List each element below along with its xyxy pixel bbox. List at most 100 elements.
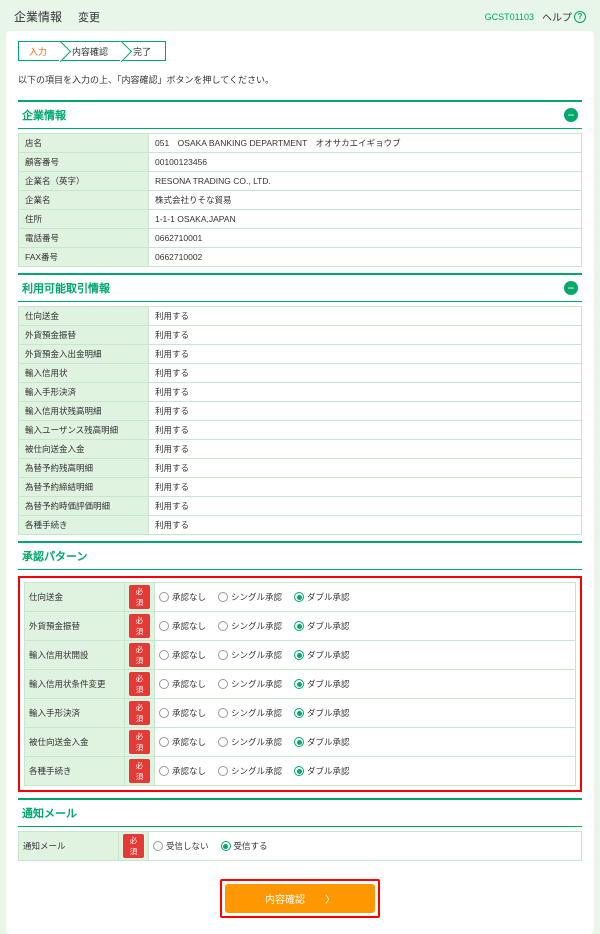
radio-option[interactable]: 承認なし xyxy=(159,620,206,632)
field-label: 顧客番号 xyxy=(19,153,149,172)
field-value: 00100123456 xyxy=(149,153,582,172)
radio-label: シングル承認 xyxy=(231,736,282,748)
radio-icon xyxy=(218,737,228,747)
radio-label: シングル承認 xyxy=(231,707,282,719)
radio-icon xyxy=(294,621,304,631)
step-input: 入力 xyxy=(18,41,61,61)
required-badge-cell: 必須 xyxy=(125,612,155,641)
radio-option[interactable]: 承認なし xyxy=(159,736,206,748)
field-label: 外貨預金振替 xyxy=(19,326,149,345)
confirm-button[interactable]: 内容確認 〉 xyxy=(225,884,375,913)
collapse-icon[interactable]: − xyxy=(564,281,578,295)
radio-option[interactable]: シングル承認 xyxy=(218,707,282,719)
page-title: 企業情報 xyxy=(14,8,62,25)
radio-label: 承認なし xyxy=(172,649,206,661)
pattern-label: 輸入信用状条件変更 xyxy=(25,670,125,699)
field-label: 住所 xyxy=(19,210,149,229)
field-value: 利用する xyxy=(149,345,582,364)
field-label: 外貨預金入出金明細 xyxy=(19,345,149,364)
field-label: 電話番号 xyxy=(19,229,149,248)
section-mail-header: 通知メール xyxy=(18,798,582,827)
radio-icon xyxy=(159,679,169,689)
radio-option[interactable]: ダブル承認 xyxy=(294,736,350,748)
company-table: 店名051 OSAKA BANKING DEPARTMENT オオサカエイギョウ… xyxy=(18,133,582,267)
radio-option[interactable]: シングル承認 xyxy=(218,591,282,603)
radio-icon xyxy=(159,737,169,747)
radio-icon xyxy=(159,621,169,631)
required-badge: 必須 xyxy=(129,672,150,696)
radio-option[interactable]: シングル承認 xyxy=(218,765,282,777)
radio-option[interactable]: 承認なし xyxy=(159,765,206,777)
field-value: 0662710001 xyxy=(149,229,582,248)
radio-label: ダブル承認 xyxy=(307,591,350,603)
submit-highlight-box: 内容確認 〉 xyxy=(220,879,380,918)
radio-icon xyxy=(218,708,228,718)
radio-option[interactable]: 承認なし xyxy=(159,707,206,719)
radio-label: ダブル承認 xyxy=(307,620,350,632)
intro-text: 以下の項目を入力の上、「内容確認」ボタンを押してください。 xyxy=(18,73,582,86)
radio-label: シングル承認 xyxy=(231,620,282,632)
radio-label: ダブル承認 xyxy=(307,649,350,661)
field-value: 051 OSAKA BANKING DEPARTMENT オオサカエイギョウブ xyxy=(149,134,582,153)
radio-icon xyxy=(294,592,304,602)
radio-label: ダブル承認 xyxy=(307,707,350,719)
radio-option[interactable]: ダブル承認 xyxy=(294,707,350,719)
mail-options: 受信しない受信する xyxy=(149,832,582,861)
radio-option[interactable]: ダブル承認 xyxy=(294,678,350,690)
radio-option[interactable]: シングル承認 xyxy=(218,649,282,661)
field-label: 企業名（英字） xyxy=(19,172,149,191)
field-label: 輸入手形決済 xyxy=(19,383,149,402)
help-label: ヘルプ xyxy=(542,9,572,24)
pattern-options: 承認なし シングル承認 ダブル承認 xyxy=(155,612,576,641)
radio-option[interactable]: 承認なし xyxy=(159,678,206,690)
radio-option[interactable]: 承認なし xyxy=(159,591,206,603)
radio-option[interactable]: ダブル承認 xyxy=(294,765,350,777)
radio-label: シングル承認 xyxy=(231,678,282,690)
radio-option[interactable]: シングル承認 xyxy=(218,620,282,632)
radio-option[interactable]: 受信しない xyxy=(153,840,209,852)
radio-label: 受信しない xyxy=(166,840,209,852)
radio-option[interactable]: 承認なし xyxy=(159,649,206,661)
field-label: 為替予約締結明細 xyxy=(19,478,149,497)
radio-option[interactable]: ダブル承認 xyxy=(294,591,350,603)
field-label: 企業名 xyxy=(19,191,149,210)
radio-label: 承認なし xyxy=(172,678,206,690)
page-subtitle: 変更 xyxy=(78,9,100,25)
radio-label: ダブル承認 xyxy=(307,678,350,690)
pattern-options: 承認なし シングル承認 ダブル承認 xyxy=(155,699,576,728)
required-badge-cell: 必須 xyxy=(119,832,149,861)
radio-icon xyxy=(159,650,169,660)
pattern-options: 承認なしシングル承認 ダブル承認 xyxy=(155,757,576,786)
pattern-options: 承認なし シングル承認 ダブル承認 xyxy=(155,583,576,612)
required-badge: 必須 xyxy=(129,701,150,725)
field-value: 株式会社りそな貿易 xyxy=(149,191,582,210)
required-badge-cell: 必須 xyxy=(125,583,155,612)
collapse-icon[interactable]: − xyxy=(564,108,578,122)
pattern-options: 承認なし シングル承認 ダブル承認 xyxy=(155,670,576,699)
pattern-label: 仕向送金 xyxy=(25,583,125,612)
chevron-right-icon: 〉 xyxy=(325,891,335,906)
section-company-title: 企業情報 xyxy=(22,107,66,123)
radio-label: ダブル承認 xyxy=(307,765,350,777)
pattern-label: 被仕向送金入金 xyxy=(25,728,125,757)
field-label: 為替予約時価評価明細 xyxy=(19,497,149,516)
radio-option[interactable]: 受信する xyxy=(221,840,268,852)
field-value: 利用する xyxy=(149,421,582,440)
radio-label: シングル承認 xyxy=(231,591,282,603)
field-value: 利用する xyxy=(149,364,582,383)
radio-label: 承認なし xyxy=(172,736,206,748)
field-label: 被仕向送金入金 xyxy=(19,440,149,459)
pattern-highlight-box: 仕向送金必須承認なしシングル承認ダブル承認外貨預金振替必須承認なしシングル承認ダ… xyxy=(18,576,582,792)
radio-option[interactable]: シングル承認 xyxy=(218,736,282,748)
help-link[interactable]: ヘルプ ? xyxy=(542,9,586,24)
radio-option[interactable]: ダブル承認 xyxy=(294,620,350,632)
radio-icon xyxy=(218,650,228,660)
field-label: 輸入ユーザンス残高明細 xyxy=(19,421,149,440)
field-label: 各種手続き xyxy=(19,516,149,535)
field-value: 利用する xyxy=(149,459,582,478)
required-badge-cell: 必須 xyxy=(125,670,155,699)
radio-option[interactable]: ダブル承認 xyxy=(294,649,350,661)
radio-option[interactable]: シングル承認 xyxy=(218,678,282,690)
required-badge: 必須 xyxy=(129,585,150,609)
required-badge: 必須 xyxy=(129,643,150,667)
